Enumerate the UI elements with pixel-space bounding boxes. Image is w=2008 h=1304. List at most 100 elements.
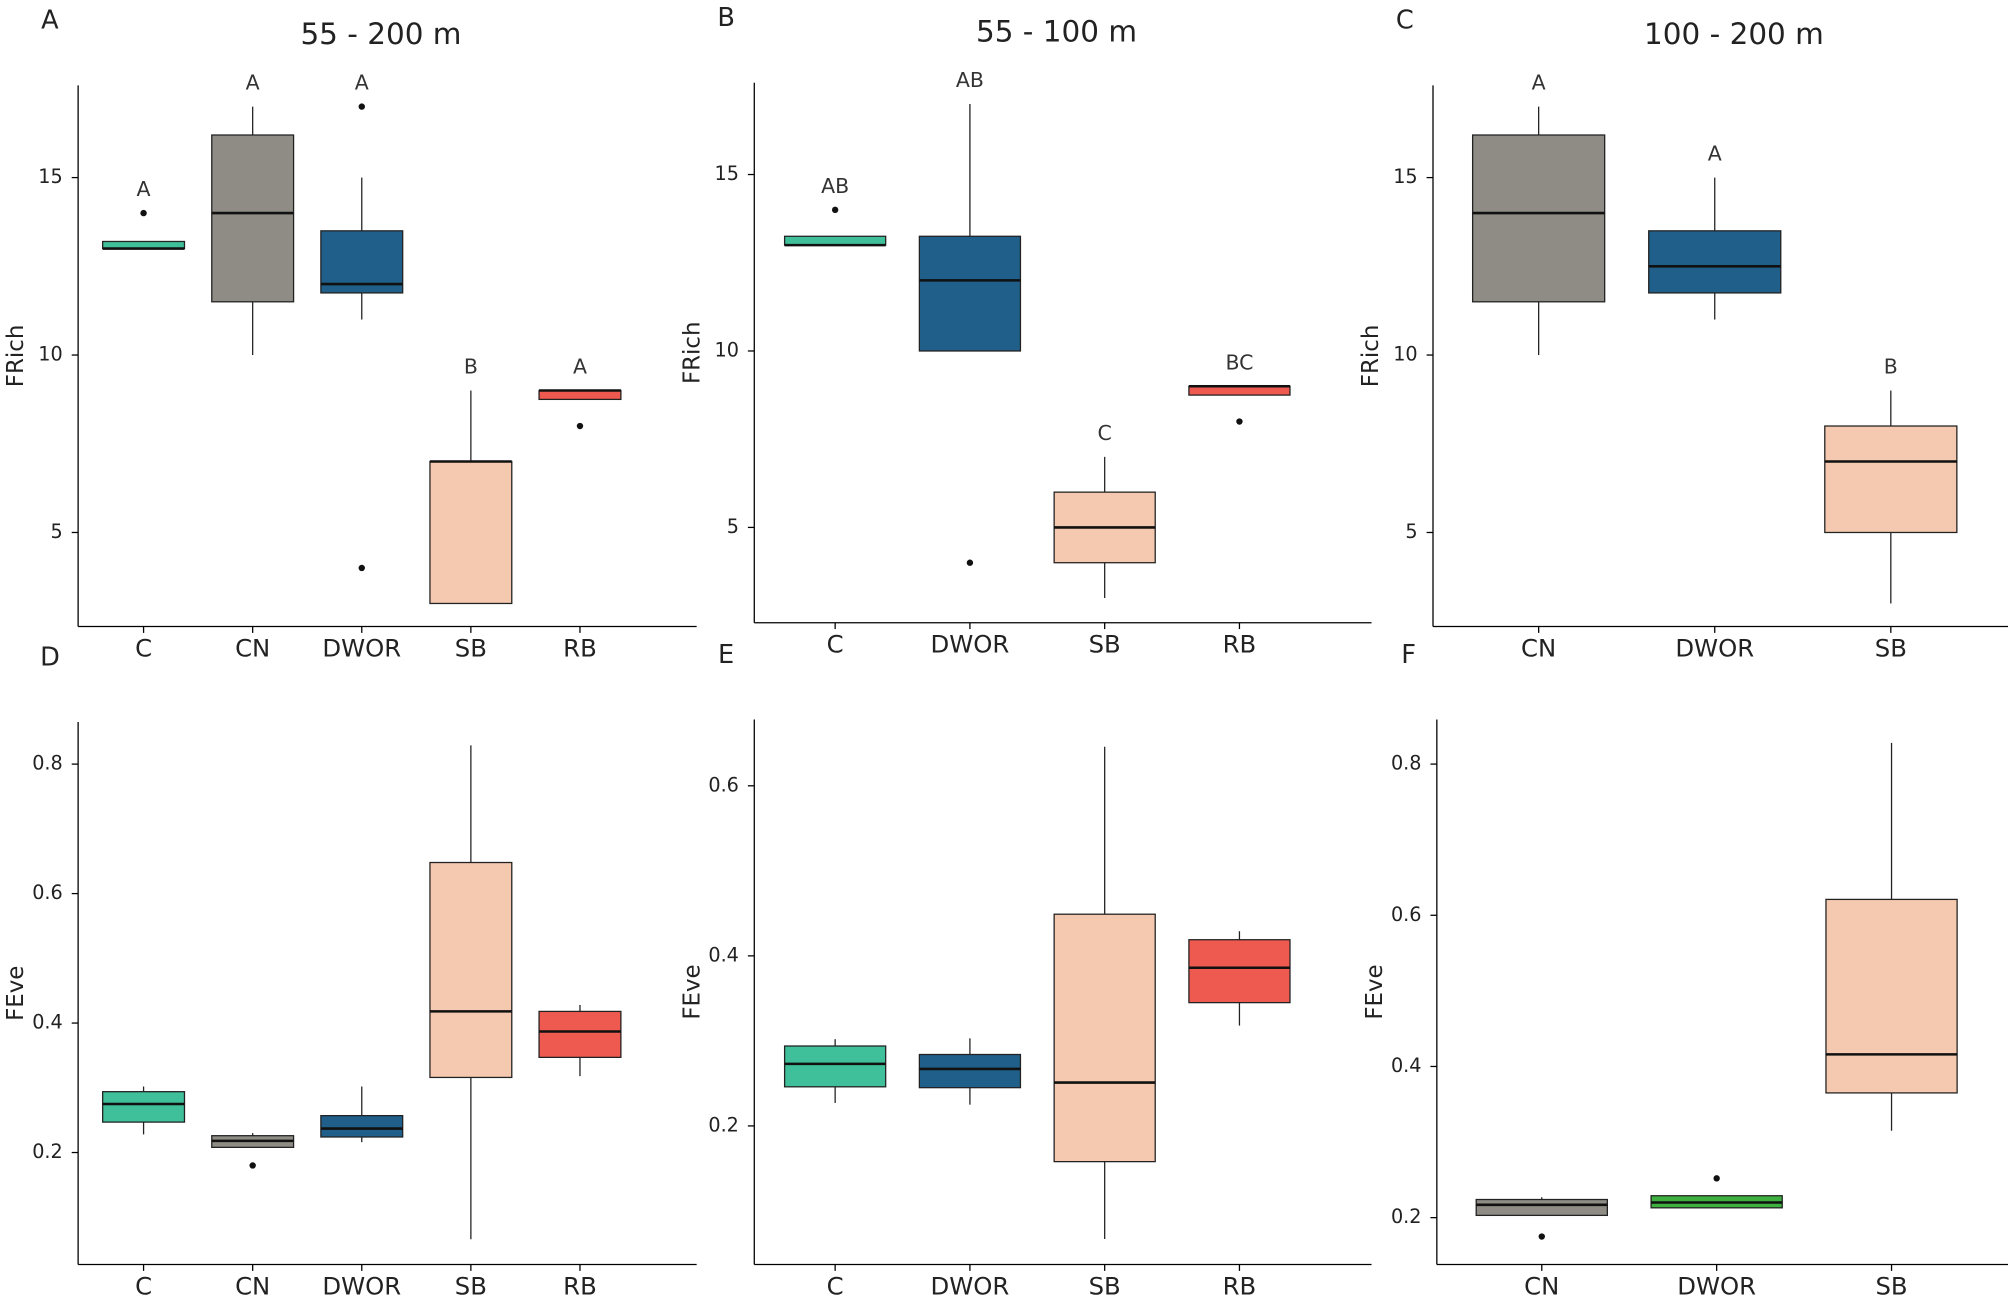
- box: [783, 1045, 887, 1088]
- outlier: [966, 559, 974, 566]
- significance-letter: AB: [956, 68, 984, 92]
- y-tick-label: 0.6: [32, 881, 63, 904]
- panel-label: C: [1396, 6, 1414, 36]
- box: [1648, 230, 1782, 294]
- panel-label: B: [717, 3, 735, 33]
- x-tick-label: C: [135, 1271, 152, 1300]
- outlier: [1713, 1175, 1720, 1182]
- box: [429, 460, 513, 605]
- panel-label: D: [40, 642, 60, 672]
- box: [1475, 1198, 1608, 1217]
- panel-label: E: [718, 640, 734, 670]
- box: [918, 1053, 1022, 1089]
- panel-label: A: [41, 6, 59, 36]
- y-tick-label: 10: [714, 339, 738, 362]
- y-tick-label: 10: [1393, 343, 1417, 366]
- y-tick-label: 0.4: [32, 1011, 63, 1034]
- significance-letter: A: [137, 177, 151, 201]
- box: [783, 235, 887, 246]
- x-tick-label: RB: [563, 633, 597, 662]
- outlier: [140, 209, 147, 217]
- y-tick-label: 10: [38, 343, 62, 366]
- x-tick-label: DWOR: [1675, 633, 1754, 662]
- y-tick-label: 15: [1393, 165, 1417, 188]
- box: [320, 1114, 404, 1138]
- y-tick-label: 0.4: [1391, 1054, 1422, 1077]
- x-tick-label: DWOR: [322, 633, 401, 662]
- x-tick-label: SB: [455, 633, 487, 662]
- x-tick-label: DWOR: [931, 630, 1010, 659]
- x-tick-label: SB: [1089, 630, 1121, 659]
- x-tick-label: RB: [563, 1271, 597, 1300]
- y-axis-label: FEve: [1362, 964, 1388, 1019]
- x-tick-label: C: [827, 630, 844, 659]
- box: [1053, 913, 1156, 1163]
- box: [211, 134, 295, 303]
- x-tick-label: DWOR: [931, 1271, 1010, 1300]
- x-tick-label: DWOR: [322, 1271, 401, 1300]
- x-tick-label: SB: [1875, 633, 1907, 662]
- box: [320, 230, 404, 294]
- y-tick-label: 0.8: [1391, 752, 1422, 775]
- significance-letter: B: [1884, 355, 1898, 379]
- y-tick-label: 0.6: [708, 773, 739, 796]
- box: [1824, 425, 1958, 534]
- y-tick-label: 15: [38, 165, 62, 188]
- outlier: [1236, 418, 1243, 425]
- significance-letter: A: [355, 71, 369, 95]
- x-tick-label: CN: [1524, 1271, 1559, 1300]
- y-axis-label: FEve: [679, 964, 705, 1019]
- significance-letter: A: [246, 71, 260, 95]
- y-axis-label: FRich: [3, 325, 29, 388]
- significance-letter: A: [1532, 71, 1546, 95]
- x-tick-label: CN: [1521, 633, 1556, 662]
- y-axis-label: FRich: [679, 321, 705, 384]
- outlier: [831, 206, 839, 214]
- outlier: [576, 422, 584, 430]
- box: [1188, 385, 1291, 396]
- x-tick-label: C: [827, 1271, 844, 1300]
- x-tick-label: SB: [1089, 1271, 1121, 1300]
- significance-letter: A: [1708, 142, 1722, 166]
- x-tick-label: RB: [1223, 1271, 1257, 1300]
- x-tick-label: CN: [235, 633, 270, 662]
- box: [918, 235, 1022, 352]
- panel-title: 55 - 200 m: [300, 17, 461, 51]
- x-tick-label: DWOR: [1677, 1271, 1756, 1300]
- y-tick-label: 0.2: [708, 1113, 739, 1136]
- panel-label: F: [1401, 640, 1416, 670]
- outlier: [1538, 1233, 1545, 1240]
- x-tick-label: C: [135, 633, 152, 662]
- significance-letter: AB: [821, 174, 849, 198]
- significance-letter: C: [1098, 421, 1112, 445]
- outlier: [249, 1162, 256, 1169]
- box: [538, 389, 622, 401]
- x-tick-label: RB: [1223, 630, 1257, 659]
- y-tick-label: 0.8: [32, 752, 63, 775]
- y-axis-label: FEve: [3, 966, 29, 1021]
- y-tick-label: 5: [51, 520, 63, 543]
- panel-title: 100 - 200 m: [1644, 17, 1824, 51]
- y-tick-label: 15: [714, 162, 738, 185]
- y-tick-label: 0.2: [32, 1140, 63, 1163]
- x-tick-label: SB: [455, 1271, 487, 1300]
- y-tick-label: 5: [1405, 520, 1417, 543]
- significance-letter: B: [464, 355, 478, 379]
- y-tick-label: 5: [727, 515, 739, 538]
- outlier: [358, 103, 365, 110]
- box: [1825, 898, 1958, 1094]
- box: [102, 1091, 186, 1123]
- y-axis-label: FRich: [1358, 325, 1384, 388]
- box: [429, 861, 513, 1079]
- box: [538, 1010, 622, 1059]
- significance-letter: BC: [1225, 350, 1253, 374]
- box: [1188, 939, 1291, 1004]
- y-tick-label: 0.6: [1391, 903, 1422, 926]
- x-tick-label: CN: [235, 1271, 270, 1300]
- box: [1471, 134, 1606, 303]
- y-tick-label: 0.2: [1391, 1205, 1422, 1228]
- outlier: [358, 564, 365, 572]
- x-tick-label: SB: [1875, 1271, 1907, 1300]
